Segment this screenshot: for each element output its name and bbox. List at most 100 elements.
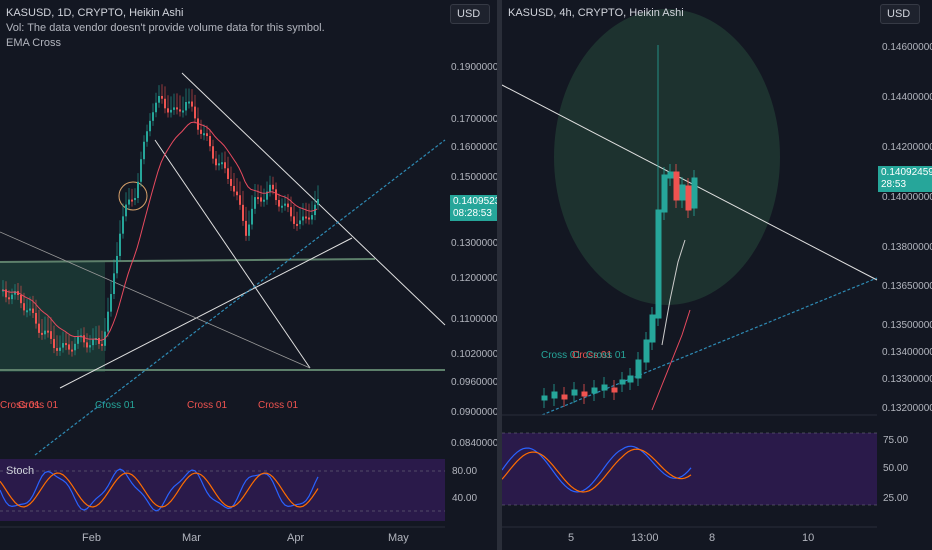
candle — [203, 133, 205, 136]
candle — [218, 163, 220, 166]
candle — [673, 171, 680, 201]
candle — [152, 112, 154, 121]
candle — [149, 120, 151, 132]
left-symbol-title[interactable]: KASUSD, 1D, CRYPTO, Heikin Ashi — [6, 7, 184, 19]
candle — [230, 178, 232, 186]
price-axis-label: 0.150000000 — [451, 172, 497, 183]
candle — [68, 344, 70, 350]
candle — [83, 335, 85, 343]
candle — [89, 345, 91, 348]
price-axis-label: 0.102000000 — [451, 349, 497, 360]
candle — [649, 314, 656, 343]
candle — [188, 101, 190, 104]
candle — [311, 215, 313, 220]
candle — [561, 394, 568, 400]
candle — [32, 308, 34, 313]
candle — [8, 297, 10, 300]
price-axis-label: 0.090000000 — [451, 407, 497, 418]
candle — [113, 273, 115, 295]
candle — [20, 294, 22, 304]
stoch-label[interactable]: Stoch — [6, 465, 35, 477]
candle — [143, 141, 145, 160]
candle — [293, 216, 295, 224]
candle — [275, 189, 277, 201]
candle — [56, 348, 58, 351]
price-axis-label: 0.146000000 — [882, 42, 932, 53]
price-axis-label: 0.096000000 — [451, 377, 497, 388]
pane-divider[interactable] — [497, 0, 502, 550]
candle — [239, 195, 241, 205]
price-axis-label: 0.084000000 — [451, 438, 497, 449]
price-axis-label: 0.133000000 — [882, 374, 932, 385]
candle — [611, 387, 618, 393]
candle — [266, 191, 268, 200]
left-candles — [2, 84, 319, 357]
candle — [551, 391, 558, 399]
right-symbol-title[interactable]: KASUSD, 4h, CRYPTO, Heikin Ashi — [508, 7, 684, 19]
current-price-value: 0.14095230 — [453, 196, 497, 207]
candle — [26, 310, 28, 313]
time-label: 5 — [568, 532, 575, 544]
candle — [119, 233, 121, 256]
trendline-blue — [34, 139, 446, 456]
candle — [591, 387, 598, 394]
candle — [233, 185, 235, 192]
candle — [74, 343, 76, 351]
price-axis-label: 0.110000000 — [451, 314, 497, 325]
candle — [44, 330, 46, 335]
osc-axis-40: 40.00 — [452, 493, 478, 504]
osc-axis-25: 25.00 — [883, 493, 909, 504]
candle — [581, 391, 588, 397]
candle — [59, 347, 61, 351]
candle — [122, 216, 124, 234]
currency-button[interactable]: USD — [880, 4, 920, 24]
candle — [290, 207, 292, 217]
candle — [296, 223, 298, 226]
cross-label: Cross 01 — [258, 400, 299, 411]
highlight-ellipse — [554, 9, 780, 305]
price-axis-label: 0.190000000 — [451, 62, 497, 73]
price-axis-label: 0.134000000 — [882, 347, 932, 358]
candle — [263, 199, 265, 202]
right-chart-pane[interactable]: KASUSD, 4h, CRYPTO, Heikin Ashi USD 0.14… — [502, 0, 932, 550]
price-axis-label: 0.135000000 — [882, 320, 932, 331]
time-label-feb: Feb — [82, 532, 101, 544]
right-chart-canvas[interactable] — [502, 0, 932, 550]
time-label-mar: Mar — [182, 532, 201, 544]
candle — [35, 312, 37, 324]
currency-button[interactable]: USD — [450, 4, 490, 24]
cross-label: Cross 01 — [0, 400, 41, 411]
stoch-background — [0, 459, 445, 521]
left-chart-pane[interactable]: KASUSD, 1D, CRYPTO, Heikin Ashi Vol: The… — [0, 0, 497, 550]
candle — [71, 349, 73, 352]
time-label: 13:00 — [631, 532, 659, 544]
ema-indicator-label[interactable]: EMA Cross — [6, 37, 62, 49]
current-price-badge: 0.14092459 28:53 — [878, 166, 932, 192]
candle — [257, 197, 259, 200]
left-chart-canvas[interactable] — [0, 0, 497, 550]
candle — [194, 106, 196, 119]
candle — [179, 109, 181, 112]
stoch-d-line — [0, 472, 319, 508]
candle — [170, 109, 172, 113]
candle — [140, 159, 142, 182]
candle — [655, 209, 662, 319]
candle — [284, 203, 286, 206]
candle — [200, 129, 202, 134]
trendline-wedge — [154, 139, 311, 369]
candle — [173, 107, 175, 110]
candle — [167, 108, 169, 113]
candle — [245, 220, 247, 236]
candle — [209, 136, 211, 147]
time-label: 8 — [709, 532, 716, 544]
candle — [302, 216, 304, 221]
candle — [206, 133, 208, 137]
bar-countdown: 08:28:53 — [453, 208, 492, 219]
candle — [158, 96, 160, 103]
right-legend: KASUSD, 4h, CRYPTO, Heikin Ashi — [508, 6, 684, 21]
candle — [98, 338, 100, 344]
candle — [146, 131, 148, 142]
candle — [5, 289, 7, 298]
osc-k-line — [502, 445, 692, 493]
price-axis-label: 0.170000000 — [451, 114, 497, 125]
